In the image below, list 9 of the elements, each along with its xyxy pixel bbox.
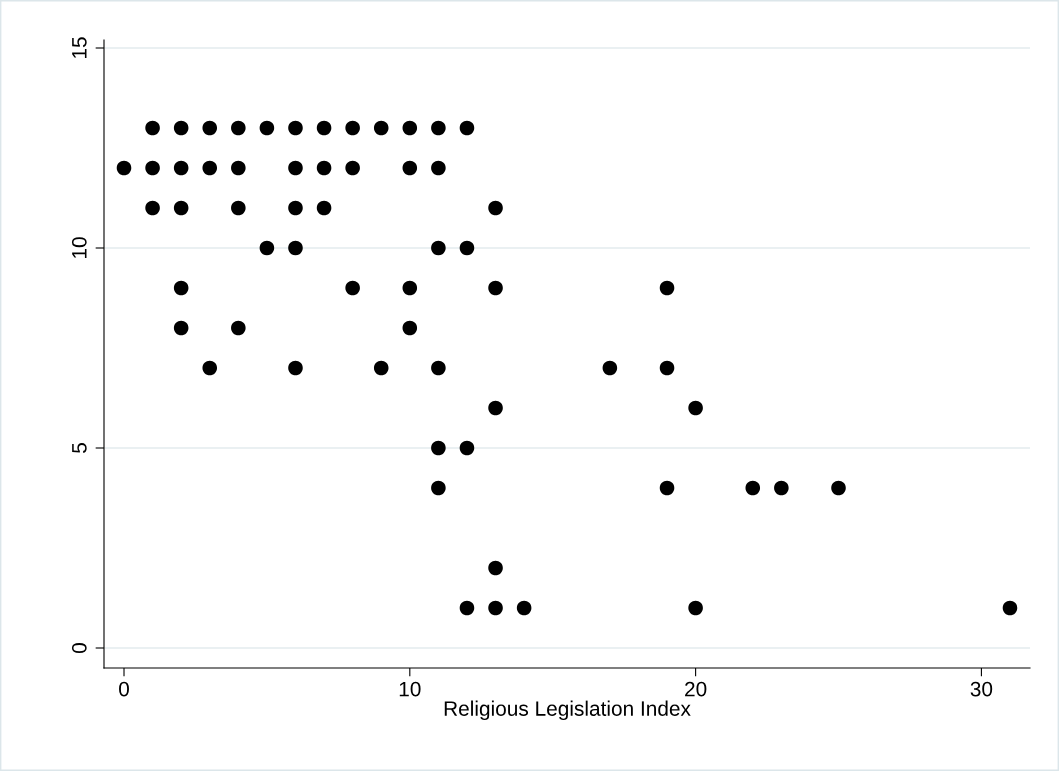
x-tick-label: 20 xyxy=(685,681,707,697)
x-tick-label: 30 xyxy=(970,681,993,697)
y-tick-label: 5 xyxy=(72,443,87,453)
y-tick-label: 0 xyxy=(71,643,87,653)
y-tick-label: 15 xyxy=(72,37,87,58)
x-axis-title: Religious Legislation Index xyxy=(444,700,691,721)
x-tick-label: 0 xyxy=(119,681,129,697)
x-tick-label: 10 xyxy=(399,681,421,697)
y-tick-label: 10 xyxy=(71,237,87,258)
